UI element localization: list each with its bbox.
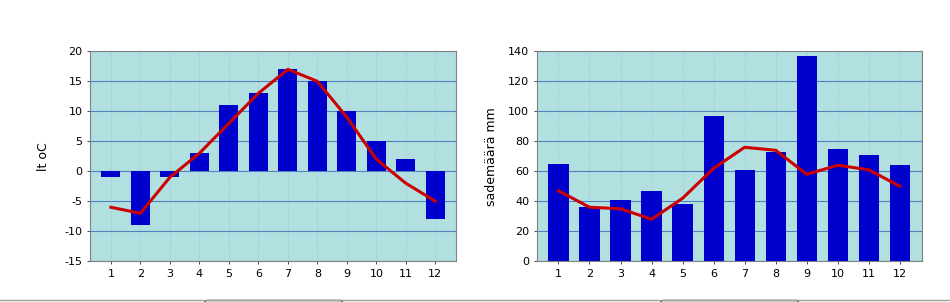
Legend: 2012, 81-10: 2012, 81-10 [204, 300, 342, 302]
Bar [396, 159, 415, 171]
Bar [797, 56, 817, 261]
Bar [859, 155, 879, 261]
Bar [548, 164, 568, 261]
Bar [611, 200, 631, 261]
Bar [827, 149, 847, 261]
Bar [367, 141, 386, 171]
Bar [580, 207, 599, 261]
Bar [641, 191, 661, 261]
Bar [426, 171, 445, 219]
Bar [102, 171, 121, 177]
Y-axis label: lt oC: lt oC [37, 142, 50, 171]
Bar [249, 93, 268, 171]
Bar [308, 81, 327, 171]
Bar [337, 111, 356, 171]
Bar [673, 204, 693, 261]
Bar [161, 171, 180, 177]
Bar [190, 153, 209, 171]
Y-axis label: sademäärä mm: sademäärä mm [485, 107, 498, 206]
Bar [278, 69, 297, 171]
Bar [766, 152, 786, 261]
Bar [734, 170, 754, 261]
Bar [890, 165, 910, 261]
Bar [704, 116, 724, 261]
Bar [219, 105, 238, 171]
Legend: 2012, 81-10: 2012, 81-10 [660, 300, 798, 302]
Bar [131, 171, 150, 225]
